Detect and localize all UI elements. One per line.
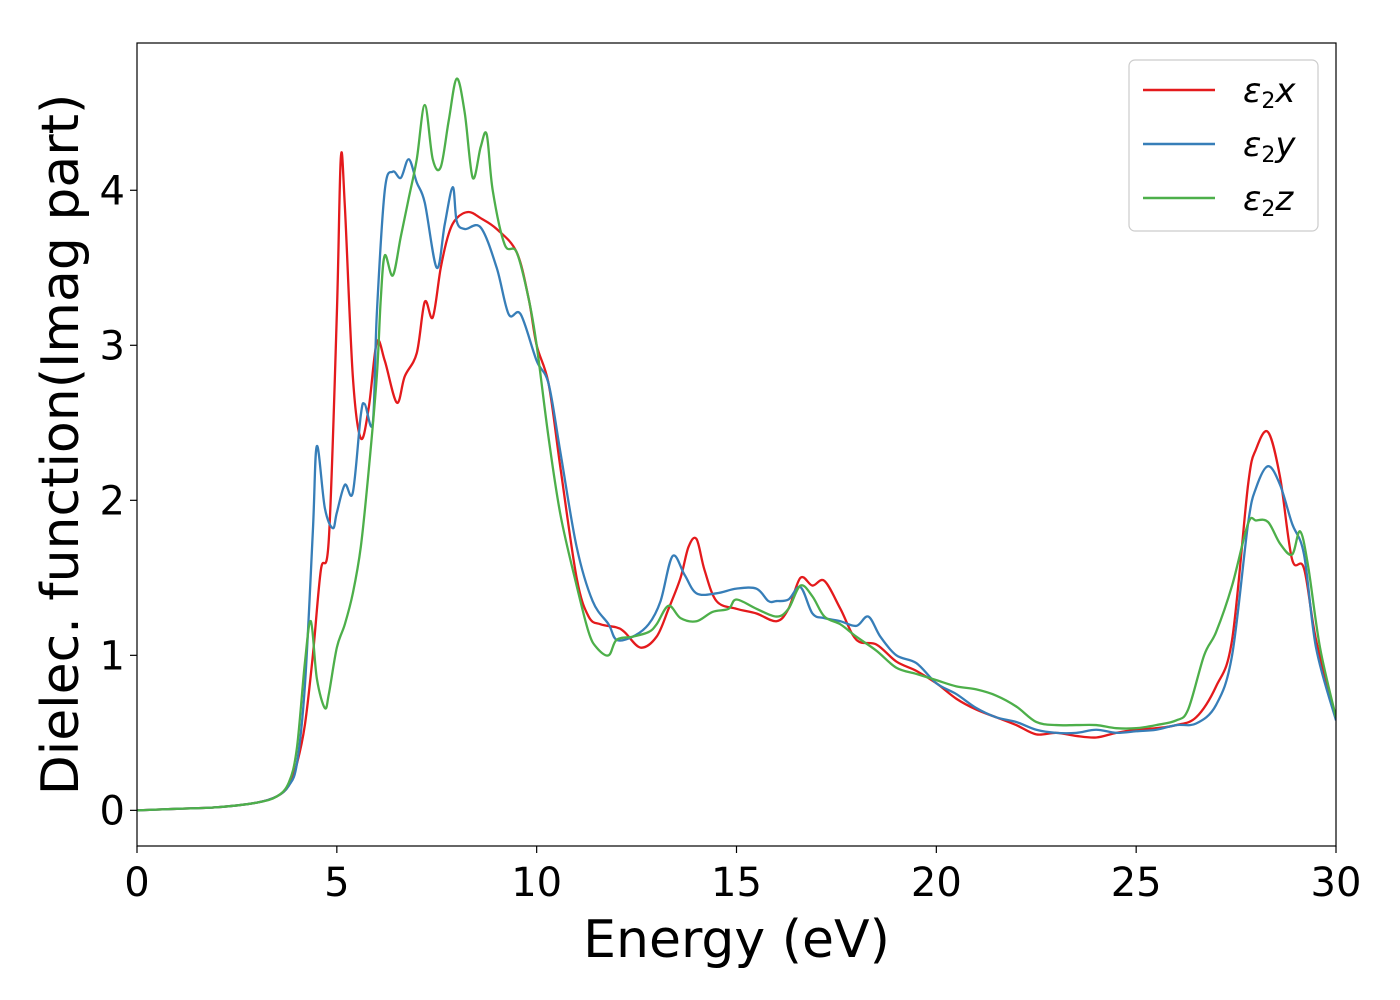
legend-box: [1128, 59, 1319, 232]
series-layer: [137, 77, 1336, 812]
y-tick-label: 2: [100, 478, 125, 524]
x-tick-label: 15: [711, 860, 762, 906]
x-tick-label: 20: [911, 860, 962, 906]
legend: ε2x ε2y ε2z: [1128, 59, 1319, 232]
legend-entry: ε2z: [1243, 179, 1294, 222]
x-axis-title: Energy (eV): [583, 910, 890, 970]
y-axis: 0 1 2 3 4: [100, 168, 137, 834]
y-tick-label: 1: [100, 633, 125, 679]
y-tick-label: 3: [100, 323, 125, 369]
legend-entry: ε2x: [1243, 71, 1296, 114]
x-tick-label: 5: [324, 860, 349, 906]
series-line-y: [137, 158, 1336, 812]
legend-entry: ε2y: [1243, 125, 1296, 168]
x-tick-label: 0: [124, 860, 149, 906]
y-tick-label: 0: [100, 788, 125, 834]
x-axis: 0 5 10 15 20 25 30: [124, 846, 1361, 906]
x-tick-label: 25: [1111, 860, 1162, 906]
x-tick-label: 10: [511, 860, 562, 906]
y-axis-title: Dielec. function(Imag part): [31, 94, 91, 796]
x-tick-label: 30: [1311, 860, 1362, 906]
y-tick-label: 4: [100, 168, 125, 214]
series-line-z: [137, 77, 1336, 812]
